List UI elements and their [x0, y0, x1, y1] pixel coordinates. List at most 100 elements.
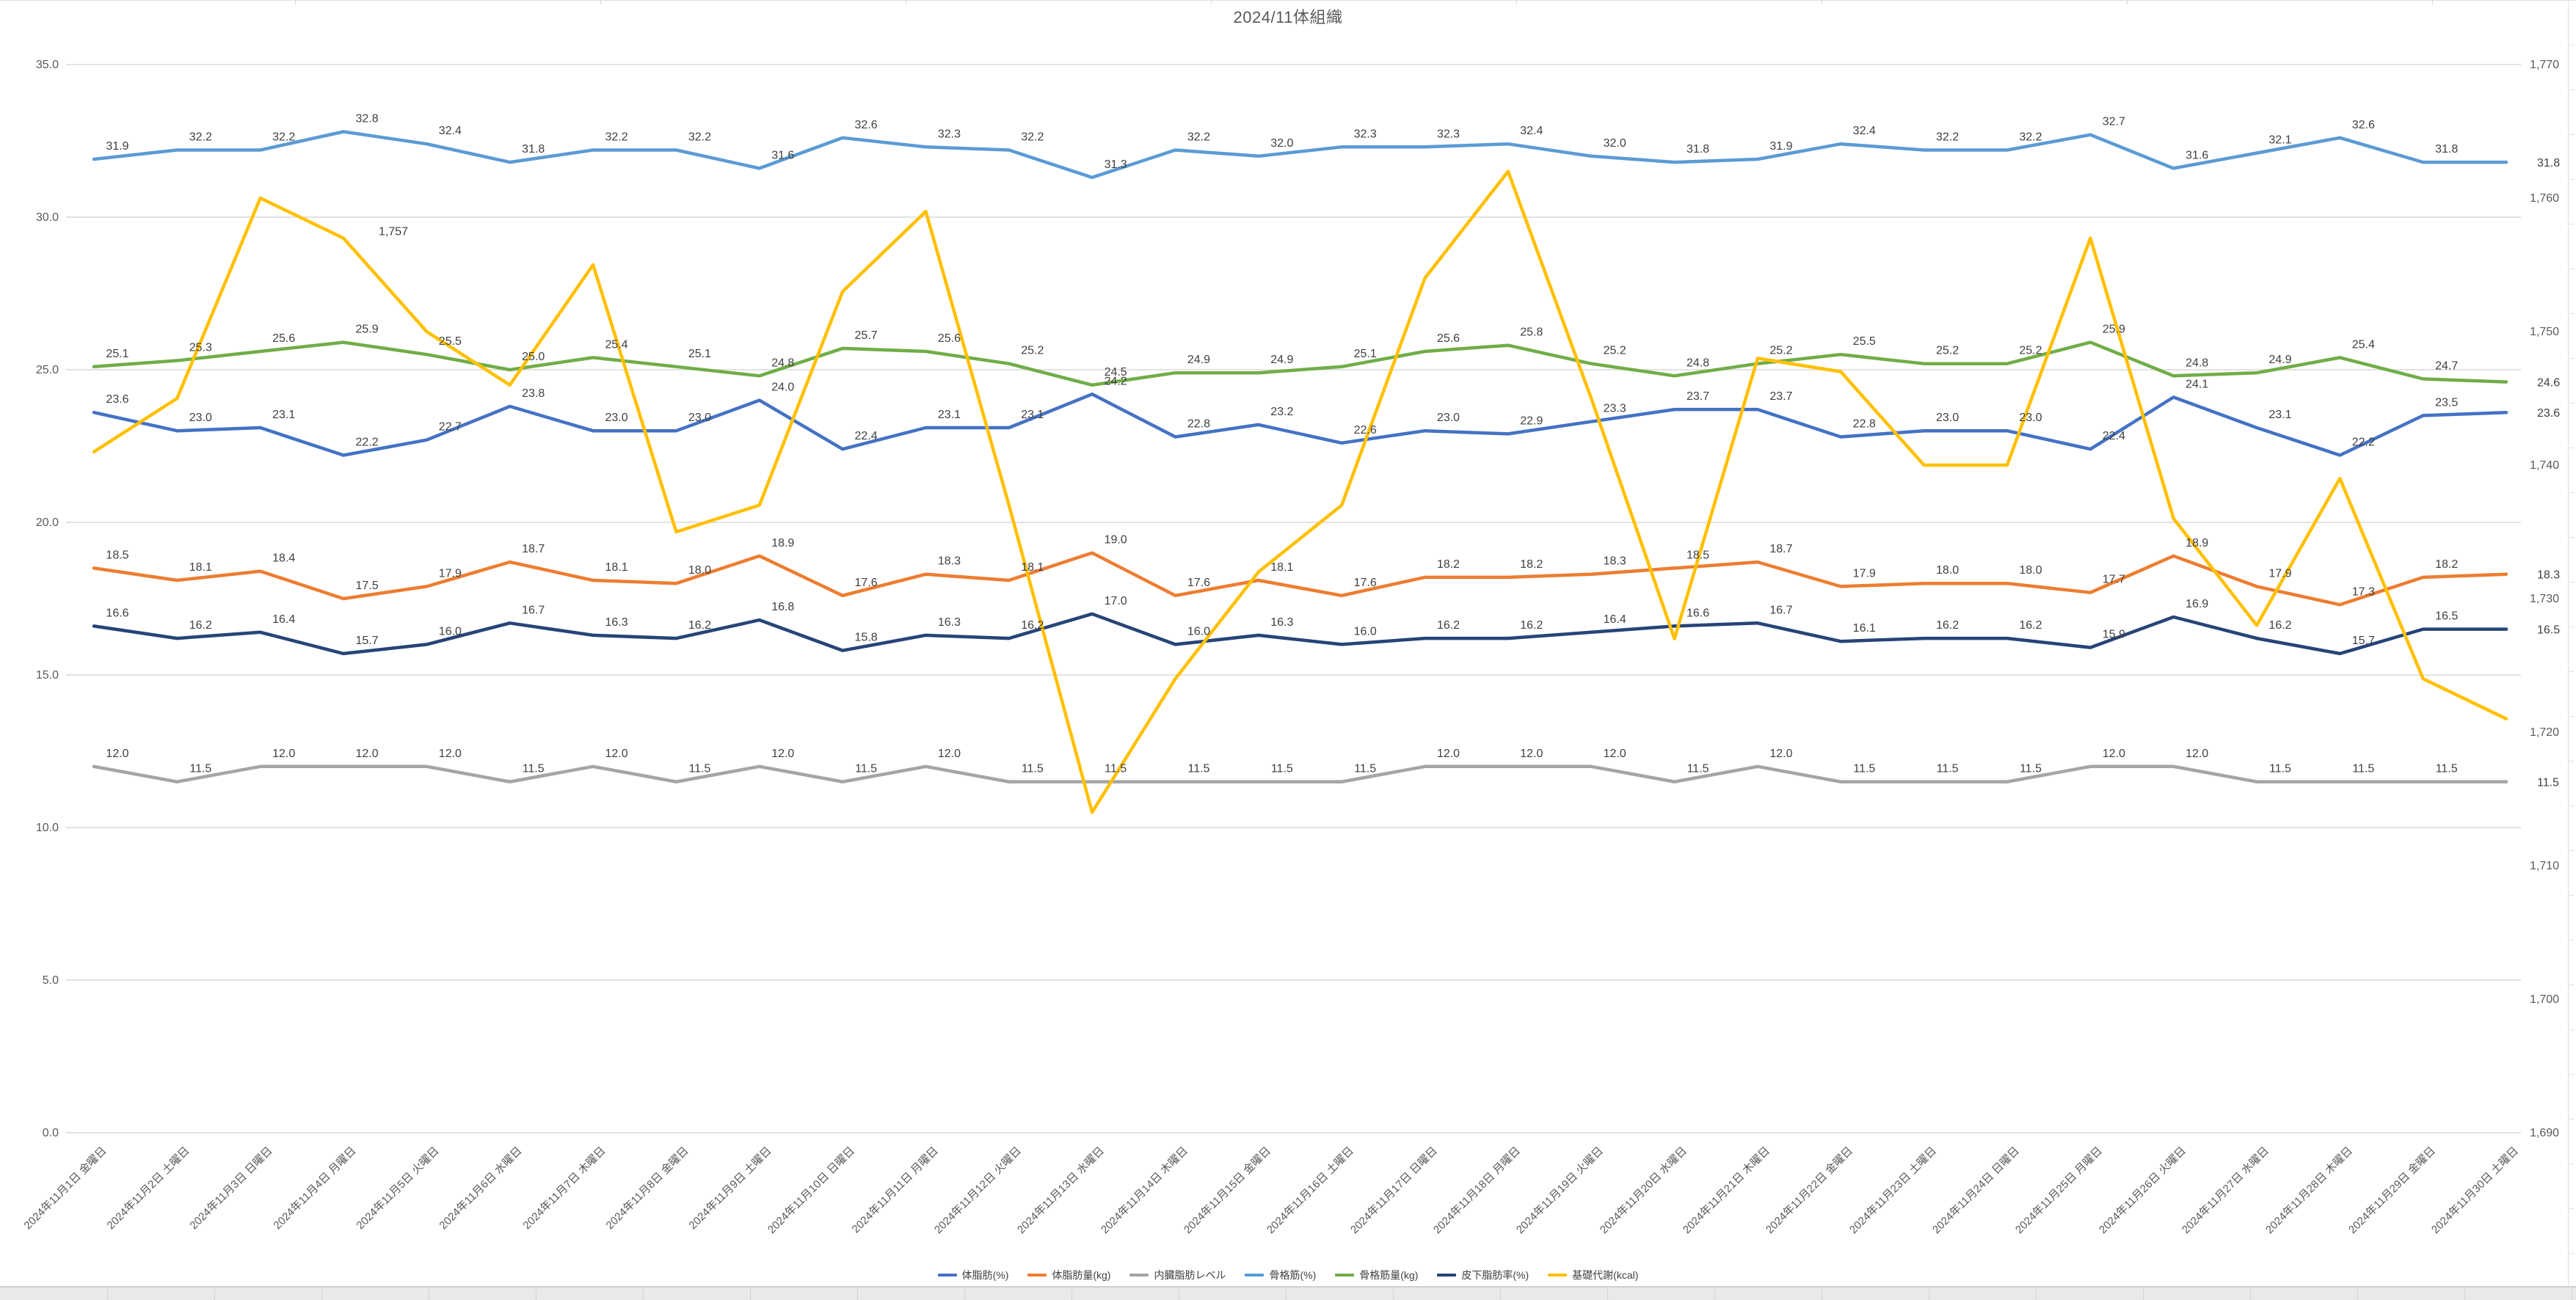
data-label: 11.5: [1271, 763, 1293, 775]
data-label: 17.9: [439, 567, 462, 580]
data-label: 24.9: [2268, 354, 2291, 366]
data-label: 18.9: [771, 537, 794, 549]
data-label: 24.1: [2186, 378, 2208, 390]
data-label: 18.0: [688, 564, 711, 577]
data-label: 18.2: [1437, 558, 1460, 571]
data-label: 32.2: [688, 131, 711, 143]
data-label: 25.4: [2352, 338, 2375, 351]
data-label: 24.7: [2435, 359, 2458, 372]
data-label: 32.0: [1604, 137, 1626, 150]
y-axis-left-tick-label: 30.0: [36, 211, 59, 224]
sheet-row-tick: [2568, 1029, 2574, 1030]
y-axis-right-tick-label: 1,720: [2530, 726, 2559, 739]
data-label: 22.4: [2103, 430, 2125, 442]
sheet-row-tick: [2568, 1253, 2574, 1254]
data-label: 32.3: [938, 128, 961, 140]
data-label: 23.0: [605, 412, 627, 424]
sheet-cell-separator: [1071, 1289, 1072, 1300]
data-label: 24.8: [771, 357, 794, 369]
data-label: 11.5: [2020, 763, 2042, 775]
sheet-cell-separator: [2250, 1289, 2251, 1300]
data-label: 11.5: [1188, 763, 1210, 775]
sheet-cell-separator: [2036, 1289, 2037, 1300]
sheet-cell-separator: [964, 1289, 965, 1300]
data-label: 17.7: [2103, 574, 2125, 586]
data-label: 16.2: [688, 619, 711, 632]
data-label: 17.0: [1105, 595, 1127, 607]
data-label: 25.2: [1021, 345, 1044, 357]
data-label: 18.2: [2435, 558, 2458, 571]
sheet-row-tick: [2568, 761, 2574, 762]
data-label: 17.6: [1354, 577, 1377, 589]
data-label: 22.8: [1853, 418, 1876, 431]
series-line-内臓脂肪レベル: [92, 764, 2508, 784]
sheet-cell-separator: [2357, 1289, 2358, 1300]
y-axis-right-tick-label: 1,690: [2530, 1127, 2559, 1139]
data-label: 16.2: [1520, 619, 1543, 632]
data-label: 12.0: [2103, 748, 2125, 760]
data-label: 11.5: [1853, 763, 1875, 775]
y-axis-right-tick-label: 1,710: [2530, 860, 2559, 872]
data-label: 16.0: [1354, 625, 1377, 638]
data-label: 32.2: [1021, 131, 1044, 143]
data-label: 11.5: [1687, 763, 1709, 775]
legend-swatch: [1245, 1274, 1265, 1277]
sheet-row-tick: [2568, 492, 2574, 493]
data-label: 1,757: [379, 226, 408, 238]
data-label: 11.5: [2352, 763, 2374, 775]
data-label: 25.4: [605, 338, 627, 351]
data-label: 23.0: [1936, 412, 1959, 424]
data-label: 11.5: [2269, 763, 2291, 775]
data-label: 11.5: [1354, 763, 1376, 775]
data-label: 25.3: [189, 342, 212, 354]
data-label: 11.5: [855, 763, 877, 775]
data-label: 25.6: [1437, 332, 1460, 345]
data-label: 32.6: [855, 119, 878, 131]
data-label: 16.7: [1769, 604, 1792, 616]
data-label: 23.8: [522, 387, 545, 400]
y-axis-right-tick-label: 1,750: [2530, 326, 2559, 338]
legend-label: 体脂肪(%): [961, 1269, 1009, 1281]
sheet-row-tick: [2568, 671, 2574, 672]
data-label: 18.7: [1769, 543, 1792, 555]
sheet-cell-separator: [1393, 1289, 1394, 1300]
data-label: 18.5: [106, 549, 128, 561]
y-axis-right-tick-label: 1,730: [2530, 593, 2559, 605]
data-label: 32.0: [1270, 137, 1293, 150]
legend-item: 体脂肪量(kg): [1027, 1268, 1110, 1282]
data-label: 12.0: [938, 748, 961, 760]
data-label: 12.0: [605, 748, 627, 760]
data-label: 31.8: [2435, 143, 2458, 156]
data-label: 15.8: [855, 632, 878, 644]
data-label: 16.9: [2186, 598, 2208, 610]
sheet-cell-separator: [321, 1289, 322, 1300]
sheet-cell-separator: [1714, 1289, 1715, 1300]
data-label: 16.3: [605, 616, 627, 629]
legend-label: 基礎代謝(kcal): [1572, 1269, 1639, 1281]
sheet-top-border: [0, 0, 2576, 1]
sheet-row-tick: [2568, 1119, 2574, 1120]
sheet-bottom-strip: [0, 1286, 2576, 1300]
y-axis-right-tick-label: 1,740: [2530, 459, 2559, 472]
sheet-column-tick: [1516, 0, 1517, 4]
data-label: 16.2: [1021, 619, 1044, 632]
data-label: 16.1: [1853, 622, 1876, 635]
data-label: 12.0: [439, 748, 462, 760]
sheet-row-tick: [2568, 1074, 2574, 1075]
data-label: 17.9: [1853, 567, 1876, 580]
data-label: 16.6: [1687, 607, 1709, 619]
data-label: 32.3: [1437, 128, 1460, 140]
legend-swatch: [1335, 1274, 1355, 1277]
data-label: 25.5: [439, 335, 462, 348]
data-label: 32.4: [1520, 125, 1543, 137]
sheet-cell-separator: [1286, 1289, 1287, 1300]
legend-label: 骨格筋量(kg): [1359, 1269, 1419, 1281]
data-label: 31.8: [2537, 157, 2560, 169]
sheet-row-tick: [2568, 134, 2574, 135]
data-label: 23.1: [938, 409, 961, 421]
series-line-骨格筋量(kg): [92, 340, 2508, 387]
data-label: 32.2: [272, 131, 295, 143]
y-axis-left-tick-label: 20.0: [36, 516, 59, 529]
y-axis-left-tick-label: 15.0: [36, 669, 59, 682]
